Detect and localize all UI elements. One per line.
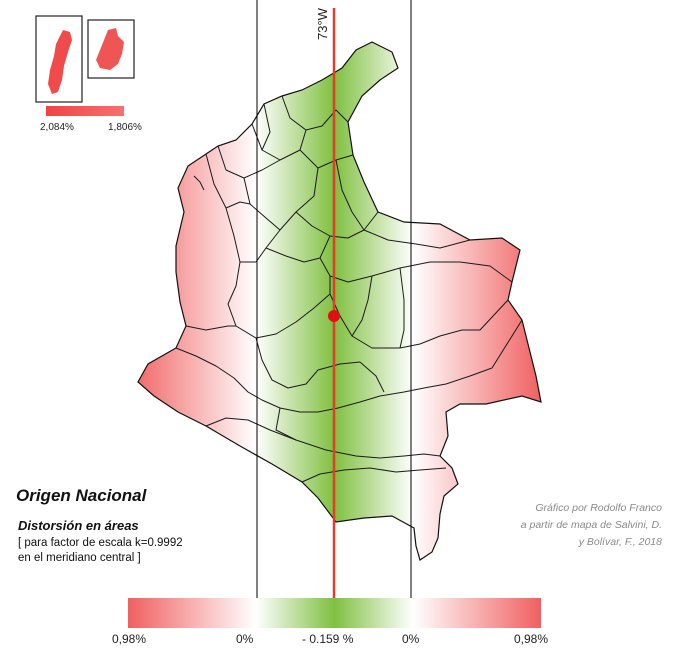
credit-line-2: a partir de mapa de Salvini, D. bbox=[520, 519, 662, 531]
inset-scale-bar bbox=[46, 106, 124, 116]
islands-inset bbox=[35, 15, 135, 116]
coast-detail bbox=[193, 175, 205, 191]
origin-marker bbox=[328, 310, 340, 322]
note-line-1: [ para factor de escala k=0.9992 bbox=[18, 537, 183, 549]
scale-label-right-zero: 0% bbox=[402, 632, 420, 646]
distortion-scale-bar bbox=[128, 598, 541, 628]
providencia-island-shape bbox=[96, 28, 124, 70]
scale-label-left-zero: 0% bbox=[236, 632, 254, 646]
inset-label-left: 2,084% bbox=[40, 122, 74, 133]
colombia-map bbox=[137, 41, 542, 561]
country-fill bbox=[137, 41, 542, 561]
scale-label-right-max: 0,98% bbox=[514, 632, 549, 646]
credit-text: Gráfico por Rodolfo Franco a partir de m… bbox=[462, 500, 662, 551]
map-title: Origen Nacional bbox=[16, 486, 147, 505]
credit-line-3: y Bolívar, F., 2018 bbox=[578, 536, 662, 548]
scale-label-center: - 0.159 % bbox=[302, 632, 354, 646]
meridian-label: 73°W bbox=[315, 8, 330, 40]
san-andres-island-shape bbox=[48, 30, 72, 94]
map-subtitle: Distorsión en áreas bbox=[18, 518, 139, 533]
credit-line-1: Gráfico por Rodolfo Franco bbox=[535, 502, 662, 514]
inset-label-right: 1,806% bbox=[108, 122, 142, 133]
scale-factor-note: [ para factor de escala k=0.9992 en el m… bbox=[18, 536, 208, 566]
scale-label-left-max: 0,98% bbox=[112, 632, 147, 646]
note-line-2: en el meridiano central ] bbox=[18, 552, 141, 564]
department-boundaries bbox=[175, 95, 523, 483]
